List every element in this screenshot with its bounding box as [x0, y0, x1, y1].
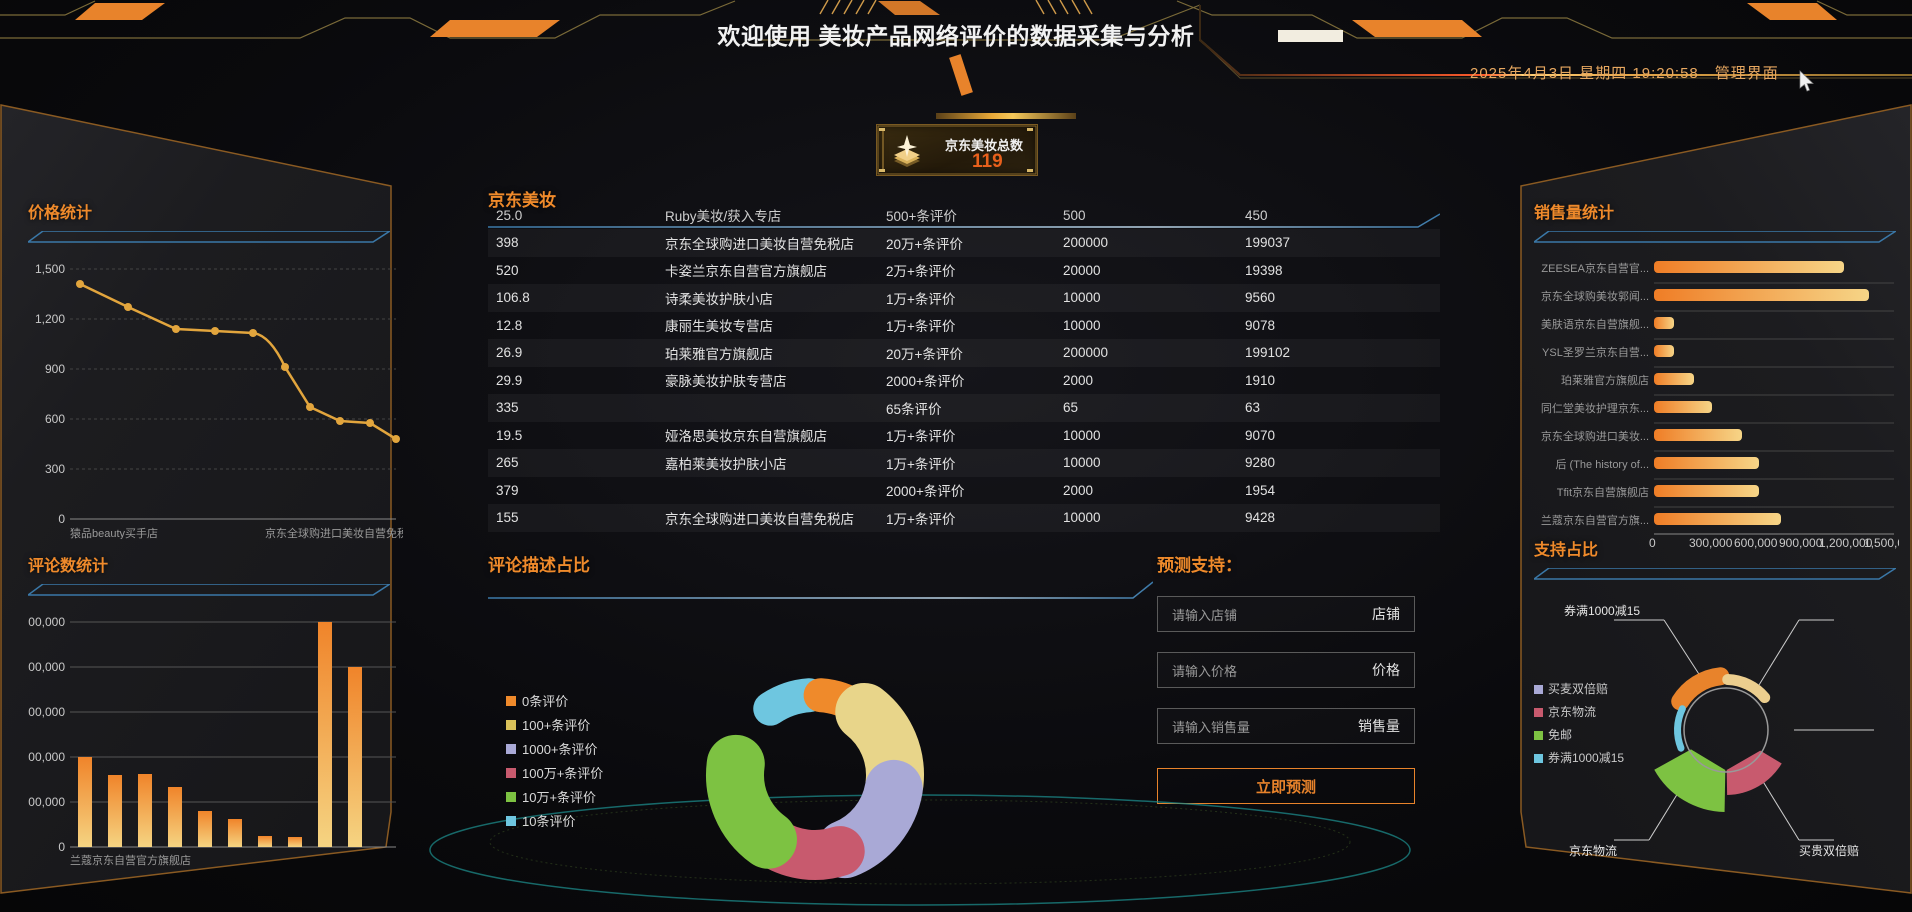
- svg-text:1,500: 1,500: [35, 262, 65, 276]
- svg-text:美肤语京东自营旗舰...: 美肤语京东自营旗舰...: [1541, 317, 1649, 331]
- svg-text:YSL圣罗兰京东自营...: YSL圣罗兰京东自营...: [1542, 345, 1649, 359]
- svg-text:600,000: 600,000: [28, 750, 65, 764]
- svg-text:珀莱雅官方旗舰店: 珀莱雅官方旗舰店: [1561, 373, 1649, 387]
- svg-text:买贵双倍赔: 买贵双倍赔: [1799, 843, 1859, 858]
- svg-text:兰蔻京东自营官方旗...: 兰蔻京东自营官方旗...: [1541, 513, 1649, 527]
- svg-text:300: 300: [45, 462, 65, 476]
- svg-text:京东物流: 京东物流: [1548, 705, 1596, 719]
- svg-text:京东全球购美妆郭闻...: 京东全球购美妆郭闻...: [1541, 289, 1649, 303]
- svg-text:Tfit京东自营旗舰店: Tfit京东自营旗舰店: [1557, 485, 1649, 499]
- svg-text:兰蔻京东自营官方旗舰店: 兰蔻京东自营官方旗舰店: [70, 853, 191, 867]
- svg-text:1,200,000: 1,200,000: [28, 660, 65, 674]
- svg-text:猿品beauty买手店: 猿品beauty买手店: [70, 526, 158, 539]
- svg-text:600: 600: [45, 412, 65, 426]
- svg-text:京东全球购进口美妆自营免税: 京东全球购进口美妆自营免税: [265, 526, 403, 539]
- svg-text:同仁堂美妆护理京东...: 同仁堂美妆护理京东...: [1541, 401, 1649, 415]
- svg-text:券满1000减15: 券满1000减15: [1548, 750, 1624, 765]
- svg-text:后 (The history of...: 后 (The history of...: [1555, 458, 1649, 471]
- svg-text:0: 0: [58, 840, 65, 854]
- svg-text:京东全球购进口美妆...: 京东全球购进口美妆...: [1541, 429, 1649, 443]
- svg-text:券满1000减15: 券满1000减15: [1564, 603, 1640, 618]
- svg-text:300,000: 300,000: [28, 795, 65, 809]
- svg-text:京东物流: 京东物流: [1569, 844, 1617, 858]
- svg-text:ZEESEA京东自营官...: ZEESEA京东自营官...: [1541, 261, 1649, 275]
- svg-text:900,000: 900,000: [28, 705, 65, 719]
- svg-text:900: 900: [45, 362, 65, 376]
- svg-text:免邮: 免邮: [1548, 727, 1572, 742]
- svg-text:1,500,000: 1,500,000: [28, 615, 65, 629]
- svg-text:买麦双倍赔: 买麦双倍赔: [1548, 681, 1608, 696]
- svg-text:1,200: 1,200: [35, 312, 65, 326]
- svg-text:0: 0: [58, 512, 65, 526]
